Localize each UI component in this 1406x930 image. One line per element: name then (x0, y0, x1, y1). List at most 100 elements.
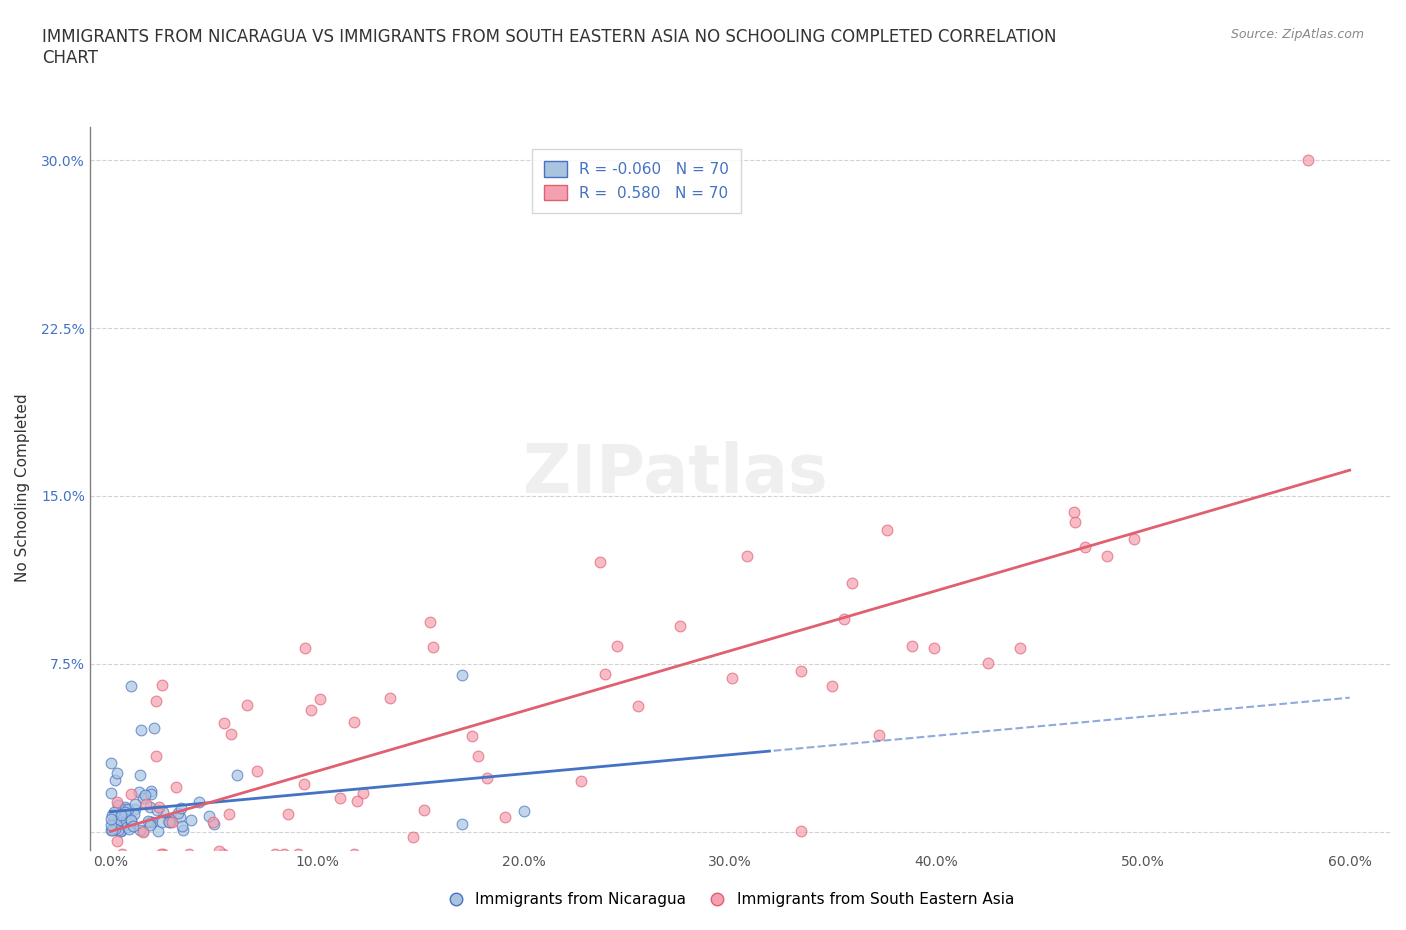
Point (166, 779, 188, 794)
Point (120, 813, 142, 828)
Point (422, 640, 444, 655)
Point (120, 812, 142, 827)
Point (1063, 505, 1085, 520)
Point (138, 813, 160, 828)
Point (841, 576, 863, 591)
Point (139, 815, 162, 830)
Point (900, 638, 922, 653)
Point (111, 846, 134, 861)
Point (117, 802, 139, 817)
Point (101, 807, 124, 822)
Point (627, 699, 650, 714)
Point (790, 663, 813, 678)
Point (120, 787, 142, 802)
Point (299, 702, 322, 717)
Point (129, 768, 152, 783)
Point (461, 729, 484, 744)
Point (346, 793, 368, 808)
Point (1073, 539, 1095, 554)
Point (103, 813, 125, 828)
Point (467, 749, 489, 764)
Point (146, 803, 169, 817)
Point (118, 817, 141, 831)
Point (134, 788, 156, 803)
Point (101, 823, 124, 838)
Point (821, 678, 844, 693)
Point (138, 799, 160, 814)
Point (142, 721, 165, 736)
Point (121, 818, 143, 833)
Point (138, 817, 160, 832)
Point (107, 797, 129, 812)
Point (132, 825, 155, 840)
Point (100, 811, 122, 826)
Point (157, 815, 180, 830)
Point (105, 815, 128, 830)
Point (129, 723, 152, 737)
Point (141, 787, 163, 802)
Point (118, 821, 141, 836)
Point (868, 727, 890, 742)
Point (150, 677, 173, 692)
Point (264, 846, 287, 861)
Point (150, 815, 173, 830)
Point (124, 802, 146, 817)
Point (1010, 641, 1032, 656)
Point (169, 810, 191, 825)
Point (105, 833, 128, 848)
Point (105, 766, 128, 781)
Point (160, 815, 183, 830)
Point (790, 824, 813, 839)
Point (450, 668, 472, 683)
Point (103, 804, 125, 819)
Point (226, 767, 249, 782)
Point (107, 823, 129, 838)
Point (569, 774, 592, 789)
Point (115, 814, 138, 829)
Point (115, 819, 138, 834)
Point (108, 823, 131, 838)
Point (214, 716, 236, 731)
Point (152, 846, 174, 861)
Point (129, 822, 152, 837)
Point (922, 641, 945, 656)
Point (329, 790, 352, 805)
Point (198, 809, 221, 824)
Point (208, 844, 231, 858)
Point (141, 815, 163, 830)
Point (103, 821, 125, 836)
Text: IMMIGRANTS FROM NICARAGUA VS IMMIGRANTS FROM SOUTH EASTERN ASIA NO SCHOOLING COM: IMMIGRANTS FROM NICARAGUA VS IMMIGRANTS … (42, 28, 1057, 67)
Point (201, 815, 224, 830)
Point (343, 714, 366, 729)
Point (273, 846, 295, 861)
Point (294, 641, 316, 656)
Legend: R = -0.060   N = 70, R =  0.580   N = 70: R = -0.060 N = 70, R = 0.580 N = 70 (531, 149, 741, 213)
Point (593, 667, 616, 682)
Point (378, 691, 401, 706)
Point (172, 822, 194, 837)
Point (1298, 153, 1320, 167)
Point (211, 846, 233, 861)
Point (108, 809, 131, 824)
Point (145, 694, 167, 709)
Point (132, 790, 155, 805)
Point (236, 698, 259, 712)
Point (202, 817, 225, 831)
Point (219, 726, 242, 741)
Point (402, 830, 425, 844)
Point (494, 809, 516, 824)
Point (668, 619, 690, 634)
Point (1064, 515, 1087, 530)
Point (413, 803, 436, 817)
Point (159, 814, 181, 829)
Point (170, 819, 193, 834)
Text: Source: ZipAtlas.com: Source: ZipAtlas.com (1230, 28, 1364, 41)
Point (135, 796, 157, 811)
Point (122, 807, 145, 822)
Point (105, 795, 128, 810)
Point (1095, 549, 1118, 564)
Point (977, 656, 1000, 671)
Legend: Immigrants from Nicaragua, Immigrants from South Eastern Asia: Immigrants from Nicaragua, Immigrants fr… (441, 886, 1021, 913)
Point (152, 805, 174, 820)
Point (114, 805, 136, 820)
